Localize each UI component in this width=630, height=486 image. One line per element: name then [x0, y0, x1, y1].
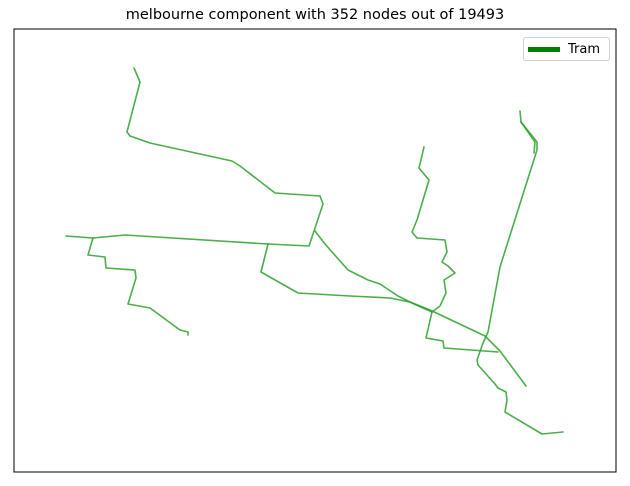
legend-label-tram: Tram — [568, 41, 601, 57]
chart-title: melbourne component with 352 nodes out o… — [125, 7, 505, 23]
tram-route-segment — [425, 311, 499, 353]
tram-route-segment — [411, 146, 456, 313]
tram-route-segment — [87, 237, 189, 336]
tram-route-segment — [65, 234, 269, 245]
tram-route-segment — [520, 121, 536, 154]
tram-route-segment — [260, 243, 527, 387]
legend-swatch — [528, 46, 560, 52]
tram-network — [65, 67, 564, 435]
tram-route-segment — [314, 230, 433, 313]
plot-frame — [13, 28, 617, 473]
legend: Tram — [523, 37, 610, 61]
tram-route-segment — [476, 110, 564, 435]
tram-route-segment — [126, 67, 324, 247]
